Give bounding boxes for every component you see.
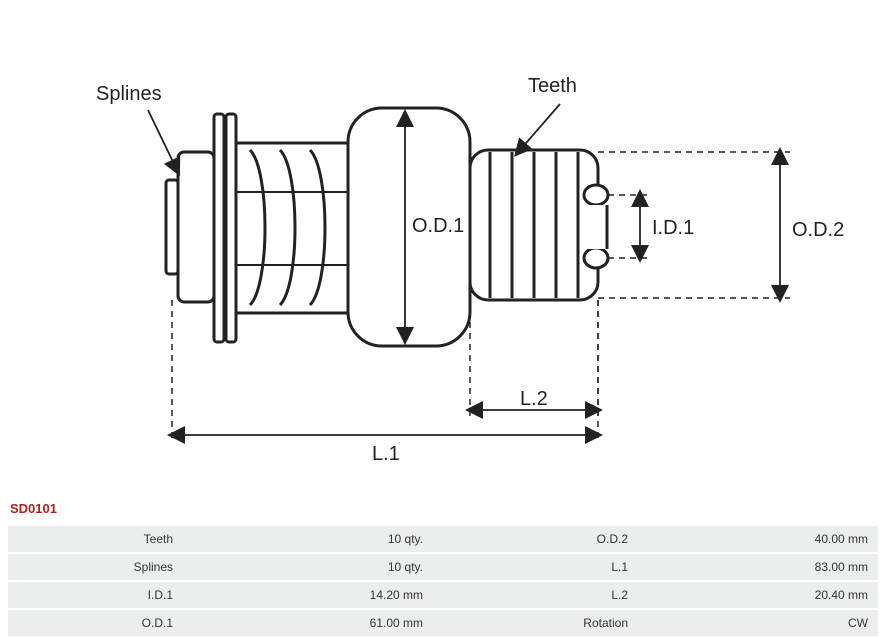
spec-label: Teeth xyxy=(8,526,183,552)
table-row: Teeth 10 qty. O.D.2 40.00 mm xyxy=(8,526,878,552)
part-number: SD0101 xyxy=(10,501,57,516)
spec-value: 14.20 mm xyxy=(183,582,433,608)
label-l1: L.1 xyxy=(372,443,400,465)
spec-value: 20.40 mm xyxy=(638,582,878,608)
table-row: O.D.1 61.00 mm Rotation CW xyxy=(8,610,878,636)
label-splines: Splines xyxy=(96,83,162,105)
spec-value: 40.00 mm xyxy=(638,526,878,552)
label-id1: I.D.1 xyxy=(652,217,694,239)
label-od1: O.D.1 xyxy=(412,215,464,237)
label-teeth: Teeth xyxy=(528,75,577,97)
spec-label: O.D.1 xyxy=(8,610,183,636)
diagram-svg: Splines Teeth O.D.1 O.D.2 I.D.1 L.1 L.2 xyxy=(0,0,889,500)
spec-value: CW xyxy=(638,610,878,636)
spec-value: 61.00 mm xyxy=(183,610,433,636)
table-row: Splines 10 qty. L.1 83.00 mm xyxy=(8,554,878,580)
spec-label: Rotation xyxy=(433,610,638,636)
spec-label: L.2 xyxy=(433,582,638,608)
spec-value: 10 qty. xyxy=(183,526,433,552)
spec-value: 10 qty. xyxy=(183,554,433,580)
spec-label: Splines xyxy=(8,554,183,580)
table-row: I.D.1 14.20 mm L.2 20.40 mm xyxy=(8,582,878,608)
spec-value: 83.00 mm xyxy=(638,554,878,580)
spec-label: L.1 xyxy=(433,554,638,580)
spec-label: I.D.1 xyxy=(8,582,183,608)
spec-table: Teeth 10 qty. O.D.2 40.00 mm Splines 10 … xyxy=(8,524,878,638)
technical-diagram: Splines Teeth O.D.1 O.D.2 I.D.1 L.1 L.2 xyxy=(0,0,889,500)
spec-label: O.D.2 xyxy=(433,526,638,552)
label-od2: O.D.2 xyxy=(792,219,844,241)
label-l2: L.2 xyxy=(520,388,548,410)
